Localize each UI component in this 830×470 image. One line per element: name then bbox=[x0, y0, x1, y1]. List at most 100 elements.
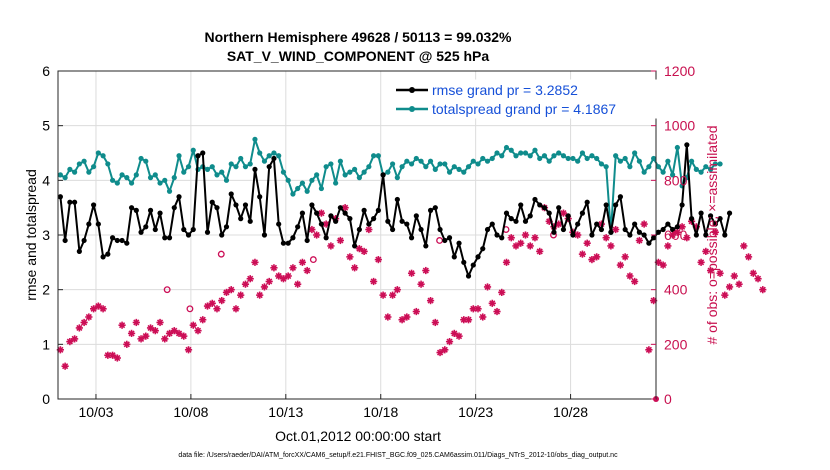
rmse-point bbox=[670, 226, 676, 233]
totalspread-point bbox=[185, 164, 192, 170]
assimilated-obs-point bbox=[436, 348, 444, 357]
assimilated-obs-point bbox=[725, 283, 734, 291]
assimilated-obs-point bbox=[108, 351, 117, 359]
assimilated-obs-point bbox=[464, 316, 473, 324]
totalspread-point bbox=[423, 164, 429, 170]
assimilated-obs-point bbox=[137, 335, 145, 343]
rmse-point bbox=[717, 216, 723, 222]
totalspread-point bbox=[389, 161, 396, 167]
assimilated-obs-point bbox=[574, 231, 582, 239]
assimilated-obs-point bbox=[702, 247, 710, 255]
totalspread-point bbox=[707, 166, 714, 172]
totalspread-point bbox=[323, 164, 329, 170]
totalspread-point bbox=[508, 147, 514, 153]
rmse-point bbox=[152, 226, 158, 233]
totalspread-point bbox=[480, 155, 486, 162]
totalspread-point bbox=[670, 172, 676, 178]
assimilated-obs-point bbox=[237, 291, 245, 299]
totalspread-point bbox=[57, 172, 63, 178]
assimilated-obs-point bbox=[365, 225, 373, 234]
possible-obs-point bbox=[436, 237, 444, 244]
totalspread-point bbox=[266, 153, 272, 159]
rmse-point bbox=[252, 166, 258, 172]
totalspread-point bbox=[636, 158, 642, 164]
assimilated-obs-point bbox=[412, 307, 420, 316]
y-tick-label: 5 bbox=[42, 118, 50, 134]
assimilated-obs-point bbox=[450, 329, 458, 337]
totalspread-point bbox=[627, 164, 633, 170]
rmse-point bbox=[347, 216, 353, 222]
totalspread-point bbox=[674, 144, 680, 151]
assimilated-obs-point bbox=[479, 313, 487, 321]
totalspread-point bbox=[299, 180, 306, 186]
assimilated-obs-point bbox=[370, 277, 378, 286]
totalspread-point bbox=[100, 153, 106, 159]
assimilated-obs-point bbox=[289, 264, 297, 272]
totalspread-point bbox=[347, 169, 353, 175]
rmse-point bbox=[176, 194, 182, 200]
totalspread-point bbox=[413, 155, 419, 162]
totalspread-point bbox=[465, 164, 472, 170]
rmse-point bbox=[109, 235, 116, 241]
rmse-point bbox=[489, 221, 495, 227]
totalspread-point bbox=[513, 153, 519, 159]
rmse-point bbox=[95, 221, 101, 227]
assimilated-obs-point bbox=[227, 286, 235, 294]
totalspread-point bbox=[333, 180, 339, 186]
y2-axis-label: # of obs: o=possible; ×=assimilated bbox=[704, 125, 720, 344]
totalspread-point bbox=[688, 158, 695, 164]
totalspread-point bbox=[105, 161, 111, 167]
axis-ticks: 10/03 10/08 10/13 10/18 10/23 10/28 0 1 2 3 4 5 6 0 20… bbox=[42, 63, 695, 420]
assimilated-obs-point bbox=[711, 228, 719, 236]
rmse-point bbox=[432, 205, 438, 211]
assimilated-obs-point bbox=[199, 316, 207, 324]
totalspread-point bbox=[67, 166, 73, 172]
totalspread-point bbox=[138, 155, 144, 162]
assimilated-obs-point bbox=[759, 286, 767, 294]
totalspread-point bbox=[522, 150, 529, 156]
assimilated-obs-point bbox=[346, 253, 354, 261]
totalspread-point bbox=[655, 164, 661, 170]
totalspread-point bbox=[484, 158, 491, 164]
x-tick-label: 10/13 bbox=[268, 404, 303, 420]
assimilated-obs-point bbox=[80, 318, 88, 327]
rmse-point bbox=[688, 216, 695, 222]
rmse-point bbox=[570, 232, 576, 238]
rmse-point bbox=[646, 240, 652, 246]
totalspread-point bbox=[565, 155, 571, 162]
rmse-point bbox=[703, 232, 709, 238]
rmse-point bbox=[242, 202, 249, 208]
assimilated-obs-point bbox=[180, 332, 188, 340]
rmse-point bbox=[366, 221, 372, 227]
assimilated-obs-point bbox=[118, 321, 126, 329]
totalspread-point bbox=[62, 175, 68, 181]
assimilated-obs-point bbox=[146, 324, 155, 332]
x-tick-label: 10/28 bbox=[553, 404, 588, 420]
assimilated-obs-point bbox=[189, 321, 197, 329]
y-tick-label: 0 bbox=[42, 391, 50, 407]
totalspread-point bbox=[437, 161, 443, 167]
rmse-point bbox=[238, 216, 244, 222]
assimilated-obs-point bbox=[730, 272, 738, 280]
rmse-point bbox=[285, 240, 291, 246]
totalspread-point bbox=[366, 164, 372, 170]
rmse-point bbox=[608, 229, 614, 235]
rmse-point bbox=[247, 218, 253, 224]
assimilated-obs-point bbox=[71, 335, 79, 343]
totalspread-point bbox=[72, 169, 78, 175]
assimilated-obs-point bbox=[669, 231, 677, 239]
totalspread-point bbox=[499, 153, 505, 159]
totalspread-point bbox=[361, 169, 367, 175]
totalspread-point bbox=[128, 180, 135, 186]
rmse-point bbox=[522, 218, 529, 224]
totalspread-point bbox=[418, 158, 424, 164]
legend-spread-swatch-marker bbox=[409, 106, 415, 112]
assimilated-obs-point bbox=[351, 264, 359, 272]
rmse-point bbox=[72, 199, 78, 205]
y2-tick-label: 200 bbox=[664, 336, 688, 352]
rmse-point bbox=[451, 254, 457, 260]
totalspread-point bbox=[147, 175, 154, 181]
rmse-point bbox=[233, 202, 239, 208]
totalspread-point bbox=[560, 153, 567, 159]
rmse-point bbox=[124, 240, 130, 246]
